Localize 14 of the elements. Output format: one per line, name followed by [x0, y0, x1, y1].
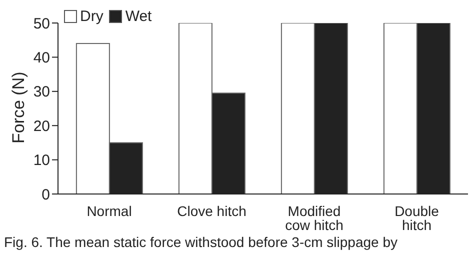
y-tick-label: 0: [42, 186, 50, 204]
y-tick-label: 30: [33, 84, 50, 101]
x-tick-label: Clove hitch: [177, 202, 246, 219]
y-tick-label: 50: [33, 15, 50, 32]
x-tick-label: Double hitch: [394, 202, 440, 233]
y-tick-label: 40: [33, 50, 50, 67]
x-tick-label: Normal: [86, 202, 132, 219]
y-tick-label: 20: [33, 118, 50, 135]
legend-label: Wet: [124, 8, 152, 25]
y-tick-label: 10: [33, 152, 50, 170]
series-label: Dry: [79, 8, 104, 25]
y-axis-title: Force (N): [9, 72, 28, 144]
x-tick-label: Modified cow hitch: [285, 202, 344, 233]
caption: Fig. 6. The mean static force withstood before 3-cm slippage by: [4, 234, 398, 250]
